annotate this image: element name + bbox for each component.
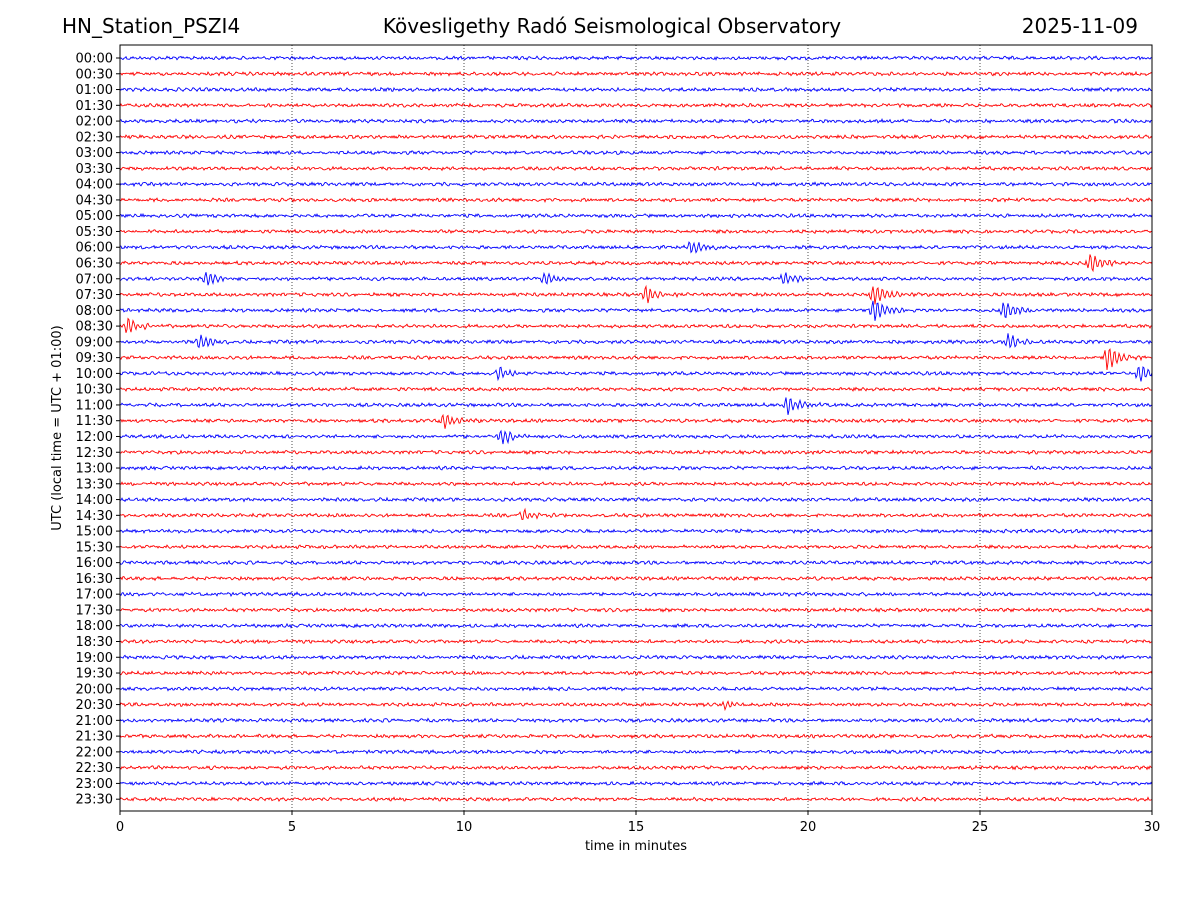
y-tick-label: 18:00 (76, 619, 113, 634)
trace-0700 (119, 271, 1153, 286)
y-tick-label: 10:30 (76, 383, 113, 398)
trace-2330 (119, 796, 1153, 803)
y-tick-label: 18:30 (76, 635, 113, 650)
y-tick-label: 02:30 (76, 130, 113, 145)
trace-1600 (119, 559, 1153, 566)
y-tick-label: 00:30 (76, 67, 113, 82)
x-axis-ticks: 0 5 10 15 20 25 30 (116, 811, 1160, 835)
y-tick-label: 21:00 (76, 714, 113, 729)
x-tick-label: 25 (972, 820, 989, 835)
trace-0530 (119, 228, 1153, 235)
y-tick-label: 21:30 (76, 730, 113, 745)
y-tick-label: 05:00 (76, 209, 113, 224)
y-tick-label: 08:30 (76, 320, 113, 335)
y-tick-label: 13:00 (76, 462, 113, 477)
record-date: 2025-11-09 (1021, 14, 1138, 38)
y-tick-label: 12:00 (76, 430, 113, 445)
y-tick-label: 06:30 (76, 257, 113, 272)
y-tick-label: 12:30 (76, 446, 113, 461)
trace-0030 (119, 70, 1153, 77)
y-tick-label: 19:30 (76, 667, 113, 682)
x-tick-label: 15 (628, 820, 645, 835)
trace-1030 (119, 386, 1153, 393)
y-tick-label: 07:00 (76, 272, 113, 287)
trace-0000 (119, 55, 1153, 61)
y-axis-ticks: 00:0000:3001:0001:3002:0002:3003:0003:30… (76, 52, 120, 808)
x-tick-label: 5 (288, 820, 296, 835)
y-tick-label: 09:00 (76, 335, 113, 350)
trace-1930 (119, 670, 1153, 676)
y-tick-label: 01:00 (76, 83, 113, 98)
y-tick-label: 22:30 (76, 761, 113, 776)
y-tick-label: 17:30 (76, 603, 113, 618)
y-tick-label: 04:00 (76, 178, 113, 193)
y-tick-label: 05:30 (76, 225, 113, 240)
y-axis-label: UTC (local time = UTC + 01:00) (50, 325, 65, 530)
y-tick-label: 14:30 (76, 509, 113, 524)
trace-0400 (119, 181, 1153, 188)
trace-0730 (119, 284, 1153, 305)
trace-2000 (119, 685, 1153, 692)
y-tick-label: 22:00 (76, 745, 113, 760)
trace-1000 (119, 366, 1153, 382)
trace-0200 (119, 118, 1153, 125)
trace-1200 (119, 429, 1153, 445)
y-tick-label: 19:00 (76, 651, 113, 666)
y-tick-label: 15:30 (76, 540, 113, 555)
x-axis-label: time in minutes (585, 839, 687, 854)
y-tick-label: 03:30 (76, 162, 113, 177)
y-tick-label: 01:30 (76, 99, 113, 114)
y-tick-label: 10:00 (76, 367, 113, 382)
y-tick-label: 13:30 (76, 477, 113, 492)
y-tick-label: 11:30 (76, 414, 113, 429)
x-tick-label: 20 (800, 820, 817, 835)
x-tick-label: 0 (116, 820, 124, 835)
y-tick-label: 17:00 (76, 588, 113, 603)
trace-1430 (119, 507, 1153, 521)
y-tick-label: 11:00 (76, 398, 113, 413)
y-tick-label: 16:00 (76, 556, 113, 571)
y-tick-label: 20:00 (76, 682, 113, 697)
y-tick-label: 15:00 (76, 525, 113, 540)
grid-lines (291, 45, 981, 811)
y-tick-label: 06:00 (76, 241, 113, 256)
trace-0630 (119, 254, 1153, 273)
x-tick-label: 10 (456, 820, 473, 835)
y-tick-label: 23:30 (76, 793, 113, 808)
y-tick-label: 07:30 (76, 288, 113, 303)
y-tick-label: 03:00 (76, 146, 113, 161)
y-tick-label: 04:30 (76, 193, 113, 208)
trace-2130 (119, 733, 1153, 740)
y-tick-label: 08:00 (76, 304, 113, 319)
station-name: HN_Station_PSZI4 (62, 14, 241, 38)
observatory-title: Kövesligethy Radó Seismological Observat… (382, 14, 842, 38)
y-tick-label: 14:00 (76, 493, 113, 508)
x-tick-label: 30 (1144, 820, 1161, 835)
y-tick-label: 23:00 (76, 777, 113, 792)
y-tick-label: 02:00 (76, 115, 113, 130)
y-tick-label: 09:30 (76, 351, 113, 366)
trace-2200 (119, 748, 1153, 755)
trace-1100 (119, 397, 1153, 415)
trace-group (119, 55, 1153, 803)
y-tick-label: 20:30 (76, 698, 113, 713)
y-tick-label: 16:30 (76, 572, 113, 587)
y-tick-label: 00:00 (76, 52, 113, 67)
trace-0430 (119, 197, 1153, 203)
trace-1300 (119, 465, 1153, 471)
